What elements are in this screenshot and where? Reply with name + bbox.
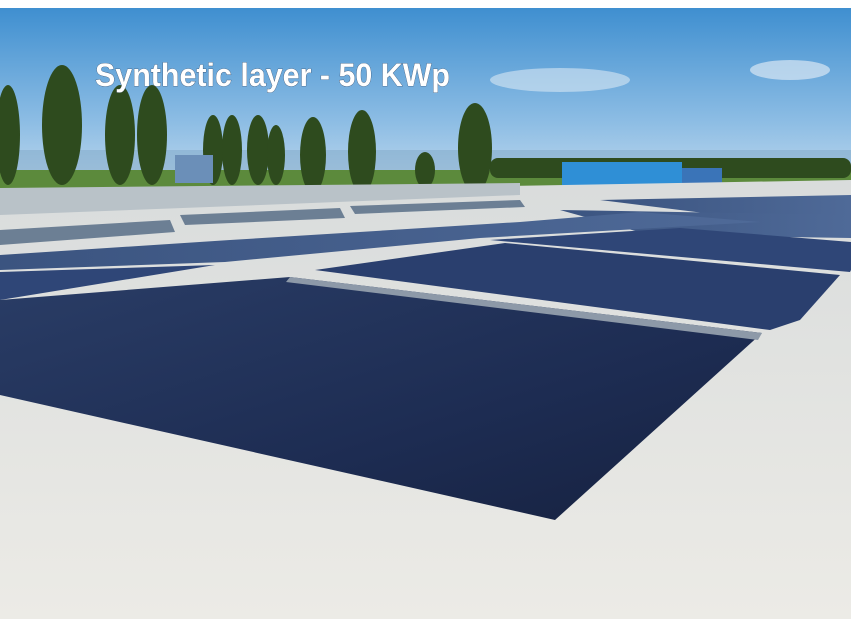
solar-panel: [315, 243, 840, 330]
panel-edge: [286, 277, 762, 340]
sign: [175, 155, 213, 183]
caption: Synthetic layer - 50 KWp: [95, 57, 450, 93]
solar-panel: [0, 277, 762, 520]
cloud: [490, 68, 630, 92]
far-panels: [0, 195, 851, 300]
parapet: [0, 183, 520, 215]
cloud: [750, 60, 830, 80]
scene: [0, 8, 851, 619]
